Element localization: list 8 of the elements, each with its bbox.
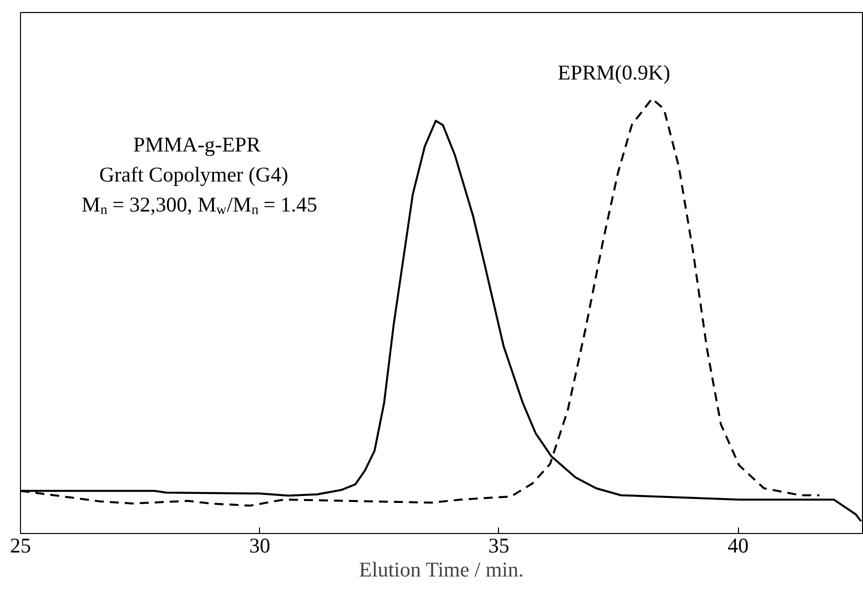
x-tick-label: 25 [10,534,31,558]
annotation: PMMA-g-EPR [133,132,260,156]
x-tick-label: 30 [249,534,270,558]
x-axis-title: Elution Time / min. [359,558,524,582]
x-tick-label: 35 [488,534,510,558]
series-label: EPRM(0.9K) [558,60,670,85]
annotation: Graft Copolymer (G4) [99,162,288,186]
x-tick-label: 40 [728,534,749,558]
